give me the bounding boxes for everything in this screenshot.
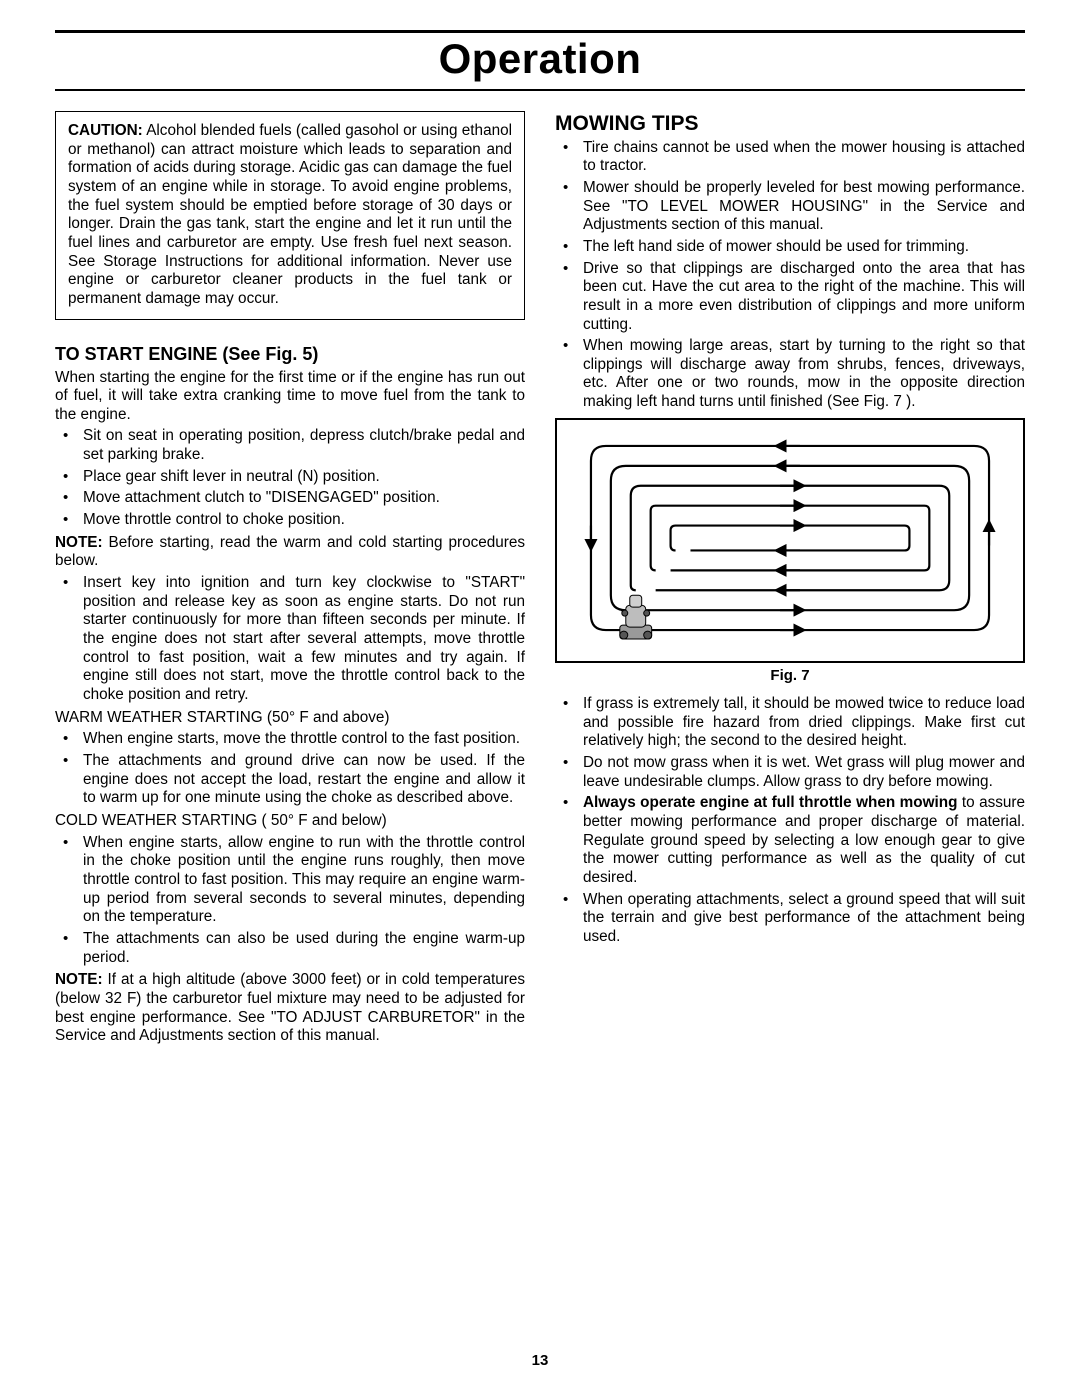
caution-label: CAUTION: (68, 122, 143, 139)
page-number: 13 (0, 1352, 1080, 1369)
list-item: Mower should be properly leveled for bes… (555, 179, 1025, 235)
note2-text: If at a high altitude (above 3000 feet) … (55, 971, 525, 1044)
bold-span: Always operate engine at full throttle w… (583, 794, 957, 811)
cold-heading: COLD WEATHER STARTING ( 50° F and below) (55, 812, 525, 831)
list-item: If grass is extremely tall, it should be… (555, 695, 1025, 751)
caution-box: CAUTION: Alcohol blended fuels (called g… (55, 111, 525, 320)
left-column: CAUTION: Alcohol blended fuels (called g… (55, 111, 525, 1049)
page-title: Operation (55, 35, 1025, 83)
tips-bullets-2: If grass is extremely tall, it should be… (555, 695, 1025, 947)
cold-bullets: When engine starts, allow engine to run … (55, 834, 525, 968)
list-item: The left hand side of mower should be us… (555, 238, 1025, 257)
list-item: Tire chains cannot be used when the mowe… (555, 139, 1025, 176)
list-item: Place gear shift lever in neutral (N) po… (55, 468, 525, 487)
tips-bullets-1: Tire chains cannot be used when the mowe… (555, 139, 1025, 412)
list-item: When operating attachments, select a gro… (555, 891, 1025, 947)
mowing-path-diagram (577, 436, 1003, 645)
list-item: Insert key into ignition and turn key cl… (55, 574, 525, 705)
start-intro: When starting the engine for the first t… (55, 369, 525, 425)
note-2: NOTE: If at a high altitude (above 3000 … (55, 971, 525, 1046)
list-item: Drive so that clippings are discharged o… (555, 260, 1025, 335)
list-item: Always operate engine at full throttle w… (555, 794, 1025, 887)
caution-text: Alcohol blended fuels (called gasohol or… (68, 122, 512, 307)
note2-label: NOTE: (55, 971, 103, 988)
list-item: The attachments can also be used during … (55, 930, 525, 967)
list-item: The attachments and ground drive can now… (55, 752, 525, 808)
tractor-icon (620, 595, 652, 639)
list-item: Sit on seat in operating position, depre… (55, 427, 525, 464)
content-columns: CAUTION: Alcohol blended fuels (called g… (55, 111, 1025, 1049)
start-engine-heading: TO START ENGINE (See Fig. 5) (55, 344, 525, 366)
list-item: When engine starts, allow engine to run … (55, 834, 525, 927)
figure-7-box (555, 418, 1025, 663)
figure-caption: Fig. 7 (555, 667, 1025, 685)
start-bullets-1: Sit on seat in operating position, depre… (55, 427, 525, 529)
top-rule (55, 30, 1025, 33)
note-1: NOTE: Before starting, read the warm and… (55, 534, 525, 571)
list-item: Move attachment clutch to "DISENGAGED" p… (55, 489, 525, 508)
list-item: When engine starts, move the throttle co… (55, 730, 525, 749)
warm-bullets: When engine starts, move the throttle co… (55, 730, 525, 808)
start-bullets-2: Insert key into ignition and turn key cl… (55, 574, 525, 705)
right-column: MOWING TIPS Tire chains cannot be used w… (555, 111, 1025, 1049)
warm-heading: WARM WEATHER STARTING (50° F and above) (55, 709, 525, 728)
list-item: When mowing large areas, start by turnin… (555, 337, 1025, 412)
note1-label: NOTE: (55, 534, 103, 551)
mowing-tips-heading: MOWING TIPS (555, 111, 1025, 137)
list-item: Do not mow grass when it is wet. Wet gra… (555, 754, 1025, 791)
list-item: Move throttle control to choke position. (55, 511, 525, 530)
bottom-rule (55, 89, 1025, 91)
note1-text: Before starting, read the warm and cold … (55, 534, 525, 570)
